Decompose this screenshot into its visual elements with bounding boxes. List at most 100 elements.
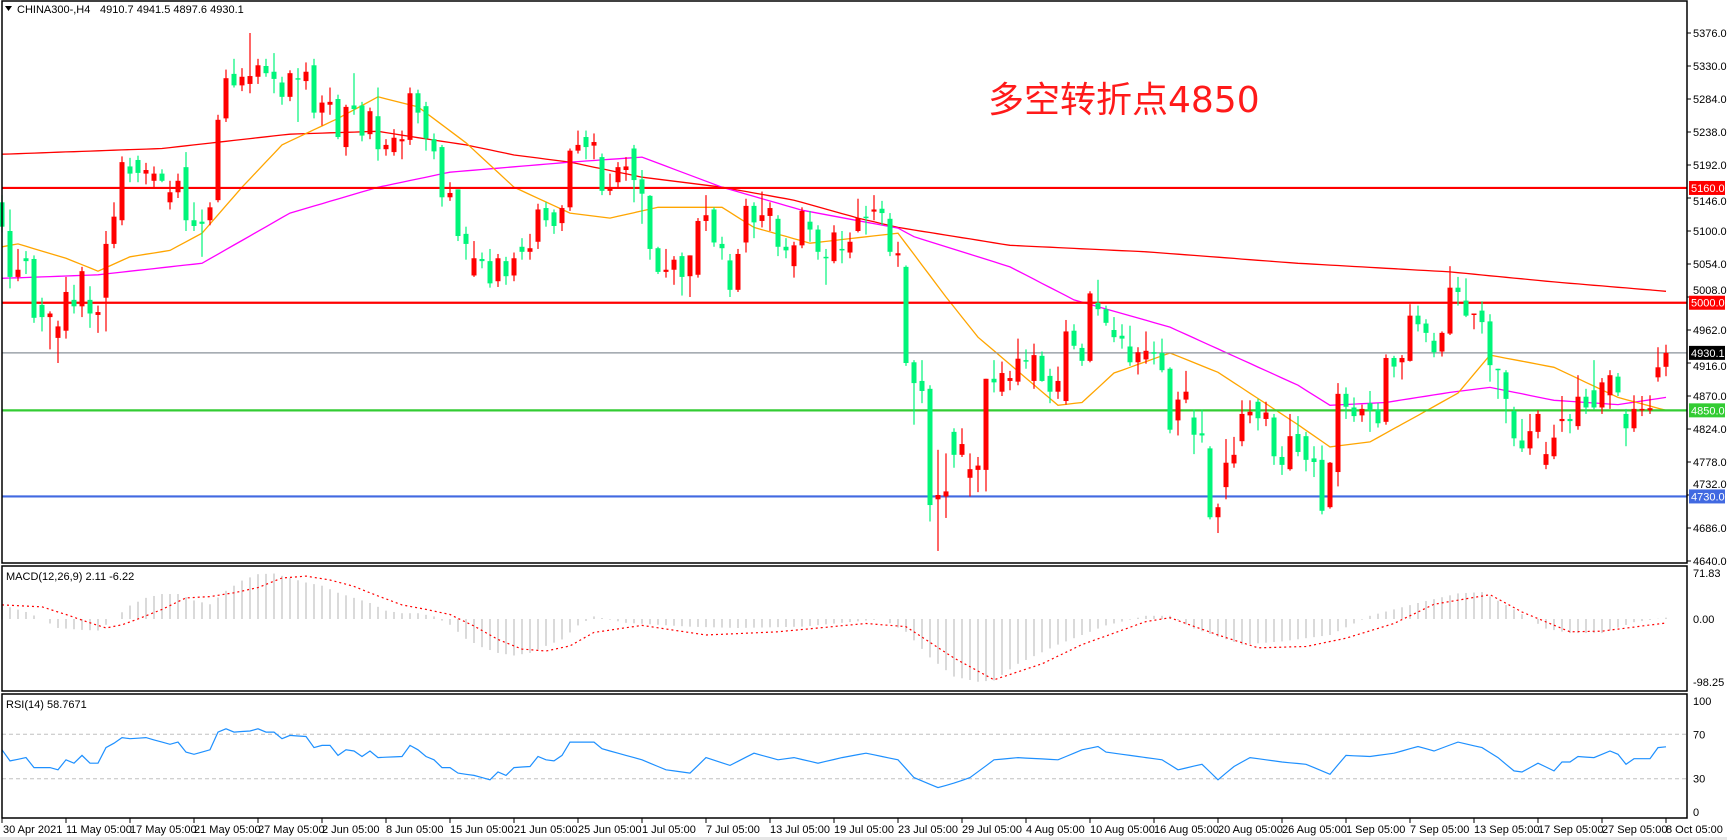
candle (671, 256, 677, 285)
candle (591, 133, 597, 160)
candle (1599, 378, 1605, 414)
candle-body (847, 241, 853, 253)
candle-body (559, 208, 565, 224)
candle-body (967, 469, 973, 478)
candle-body (1383, 357, 1389, 422)
candle-body (247, 76, 253, 84)
candle (1519, 418, 1525, 452)
candle (855, 198, 861, 233)
candle-body (1615, 376, 1621, 393)
time-tick-label: 13 Jul 05:00 (770, 824, 830, 836)
candle-body (495, 258, 501, 282)
candle (303, 62, 309, 90)
candle-body (695, 220, 701, 275)
candle (1535, 410, 1541, 439)
candle-body (391, 137, 397, 153)
candle-body (1271, 417, 1277, 457)
candle (751, 202, 757, 239)
price-tick-label: 5238.0 (1693, 127, 1727, 139)
candle (1191, 409, 1197, 455)
bottom-scrollbar[interactable] (0, 837, 1727, 840)
candle-body (1623, 413, 1629, 429)
candle-body (1663, 352, 1669, 367)
candle-body (191, 220, 197, 226)
candle (719, 236, 725, 260)
candle (247, 33, 253, 94)
dropdown-triangle-icon[interactable] (5, 6, 12, 11)
time-tick-label: 27 May 05:00 (258, 824, 325, 836)
candle-body (503, 261, 509, 277)
candle (703, 195, 709, 231)
candle-body (375, 116, 381, 150)
candle-body (607, 187, 613, 191)
candle-body (1335, 393, 1341, 473)
candle (359, 101, 365, 142)
candle (535, 203, 541, 249)
candle (1143, 331, 1149, 364)
candle (1095, 279, 1101, 316)
candle (1199, 409, 1205, 443)
candle (695, 218, 701, 278)
candle-body (1079, 347, 1085, 361)
candle-body (71, 299, 77, 307)
ma-slow-line (1, 130, 1667, 292)
candle (519, 238, 525, 260)
candle (663, 248, 669, 278)
candle (335, 94, 341, 140)
candle-body (871, 209, 877, 212)
candle (79, 266, 85, 318)
candle (951, 428, 957, 468)
candle-body (735, 253, 741, 290)
candle-body (1471, 313, 1477, 315)
candle-body (303, 71, 309, 82)
candle (999, 361, 1005, 396)
candle (1663, 344, 1669, 377)
candle (415, 89, 421, 124)
candle (1223, 439, 1229, 500)
price-tick-label: 4640.0 (1693, 556, 1727, 568)
candle (911, 360, 917, 425)
candle (1383, 354, 1389, 425)
candle-body (119, 162, 125, 221)
time-tick-label: 13 Sep 05:00 (1474, 824, 1539, 836)
level-price-tag-label: 5160.0 (1691, 183, 1725, 195)
candle (1511, 406, 1517, 447)
candle-body (1151, 352, 1157, 354)
candle (1639, 396, 1645, 417)
candle-body (1239, 413, 1245, 442)
candle (1415, 305, 1421, 332)
candle-body (839, 248, 845, 251)
candle (807, 210, 813, 242)
candle (791, 241, 797, 278)
candle-body (415, 93, 421, 113)
candle (967, 453, 973, 497)
candle (919, 360, 925, 404)
candle-body (1047, 375, 1053, 392)
candle-body (1167, 368, 1173, 430)
candle (159, 169, 165, 183)
price-tick-label: 4870.0 (1693, 391, 1727, 403)
candle (343, 104, 349, 156)
candle (1559, 396, 1565, 432)
time-tick-label: 27 Sep 05:00 (1602, 824, 1667, 836)
candle-body (807, 221, 813, 230)
macd-panel-frame (1, 565, 1688, 692)
candle (975, 456, 981, 493)
candle-body (367, 111, 373, 135)
price-tick-label: 5330.0 (1693, 61, 1727, 73)
candle-body (295, 78, 301, 80)
candle (823, 248, 829, 285)
candle-body (1199, 433, 1205, 436)
candle-body (679, 256, 685, 277)
candle-body (1511, 411, 1517, 439)
candle-body (1391, 357, 1397, 367)
candle-body (959, 444, 965, 455)
candle-body (855, 218, 861, 231)
candle (1151, 341, 1157, 365)
candle (1175, 391, 1181, 436)
candle-body (1159, 352, 1165, 371)
candle (887, 213, 893, 257)
candle (1311, 446, 1317, 478)
candle-body (983, 378, 989, 470)
